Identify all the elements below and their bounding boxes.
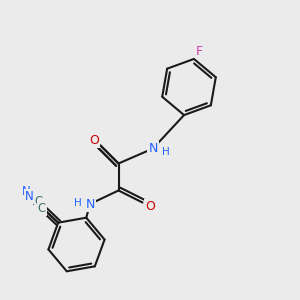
Text: O: O	[145, 200, 155, 213]
Text: H: H	[162, 147, 170, 157]
Text: H: H	[74, 197, 81, 208]
Text: F: F	[196, 45, 203, 58]
Text: N: N	[22, 185, 31, 198]
Text: C: C	[34, 195, 43, 208]
Text: N: N	[85, 197, 95, 211]
Text: N: N	[25, 190, 34, 203]
Text: C: C	[38, 202, 46, 215]
Text: O: O	[90, 134, 99, 147]
Text: N: N	[148, 142, 158, 155]
